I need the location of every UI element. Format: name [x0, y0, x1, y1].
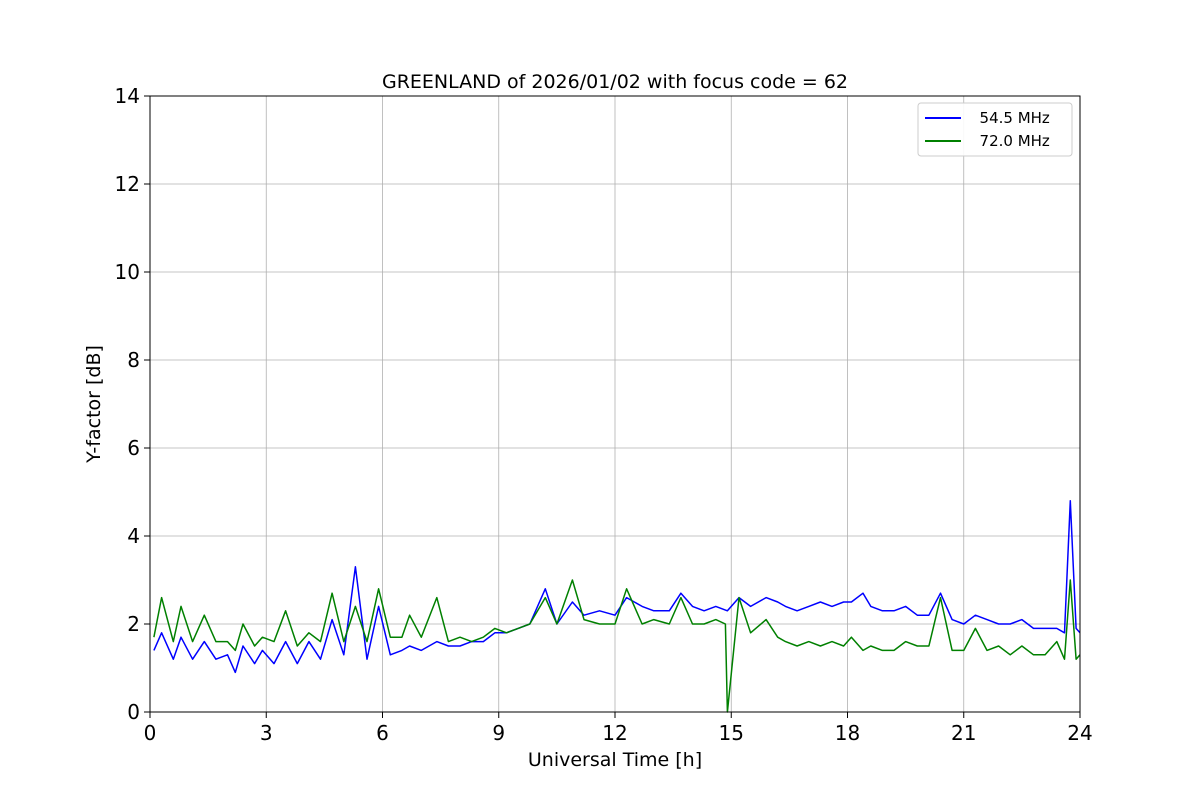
x-tick-label: 9	[492, 721, 505, 745]
x-tick-label: 15	[719, 721, 744, 745]
y-tick-label: 8	[127, 348, 140, 372]
y-tick-label: 10	[115, 260, 140, 284]
legend-entry-72-0-mhz: 72.0 MHz	[970, 132, 1050, 150]
x-tick-label: 24	[1067, 721, 1092, 745]
x-tick-label: 3	[260, 721, 273, 745]
chart-title: GREENLAND of 2026/01/02 with focus code …	[382, 71, 848, 93]
legend: 54.5 MHz 72.0 MHz	[917, 102, 1073, 157]
series-line-1	[153, 579, 1081, 713]
x-tick-label: 0	[144, 721, 157, 745]
legend-box	[917, 102, 1073, 157]
y-tick-label: 14	[115, 84, 140, 108]
y-tick-label: 0	[127, 700, 140, 724]
y-axis-label: Y-factor [dB]	[83, 345, 105, 464]
series-layer	[153, 500, 1081, 713]
series-line-0	[153, 500, 1081, 674]
legend-entry-54-5-mhz: 54.5 MHz	[970, 109, 1050, 127]
y-tick-label: 4	[127, 524, 140, 548]
y-tick-label: 12	[115, 172, 140, 196]
y-tick-label: 6	[127, 436, 140, 460]
x-axis-label: Universal Time [h]	[528, 749, 702, 771]
x-tick-label: 12	[602, 721, 627, 745]
x-tick-label: 6	[376, 721, 389, 745]
x-tick-label: 21	[951, 721, 976, 745]
x-tick-label: 18	[835, 721, 860, 745]
y-tick-label: 2	[127, 612, 140, 636]
